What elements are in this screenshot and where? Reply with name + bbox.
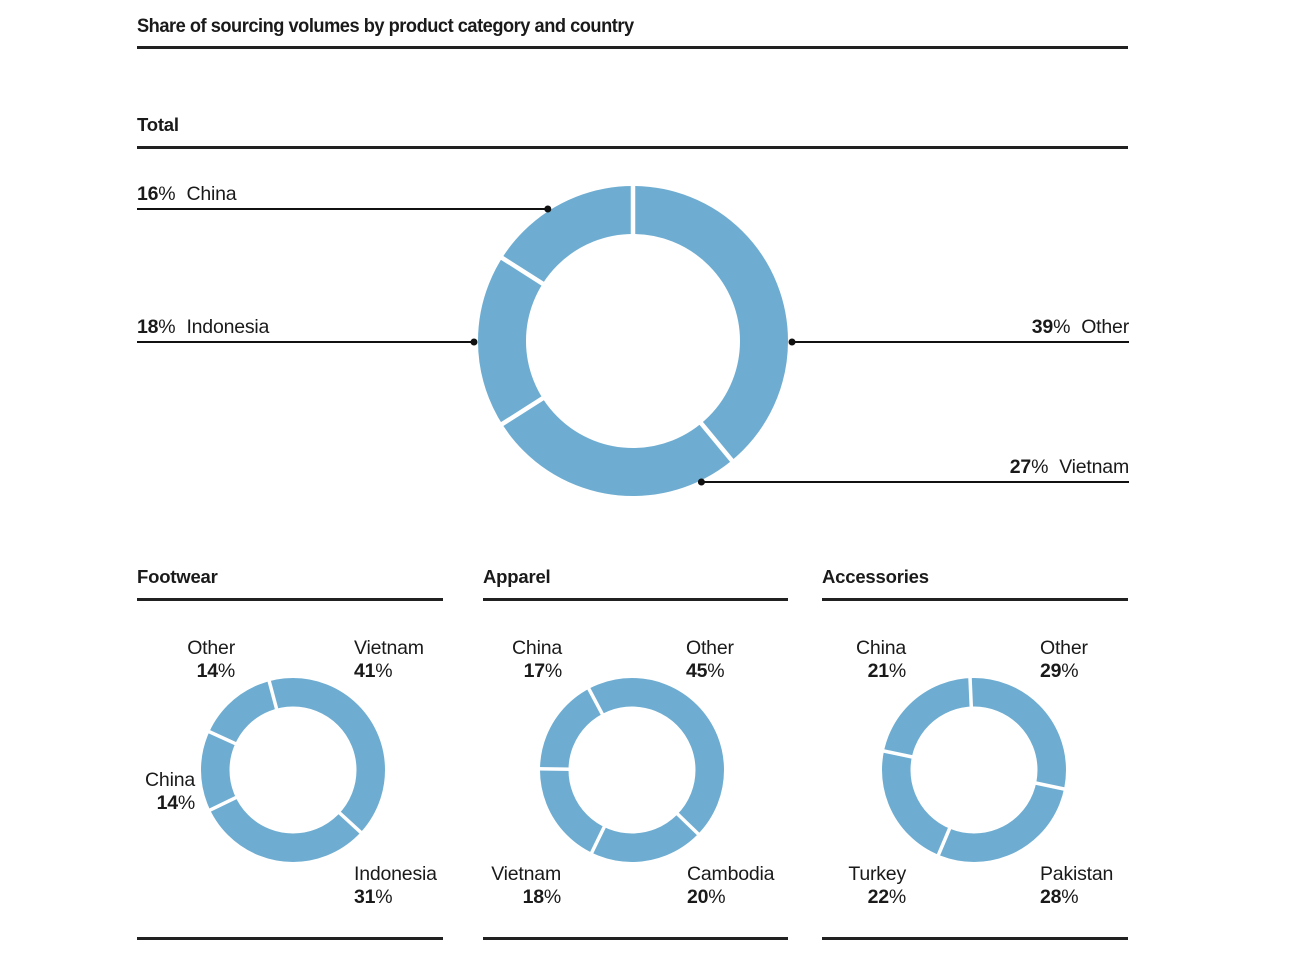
section-header-total: Total [137, 114, 179, 135]
section-bottom-rule-accessories [822, 937, 1128, 940]
donut-chart-footwear [201, 677, 385, 862]
slice-separator [588, 823, 608, 857]
section-rule-footwear [137, 598, 443, 601]
leader-dot-indonesia [470, 338, 478, 346]
slice-separator [935, 825, 953, 859]
donut-ring-footwear [201, 678, 385, 862]
section-bottom-rule-footwear [137, 937, 443, 940]
section-header-footwear: Footwear [137, 566, 218, 587]
slice-separator [498, 254, 547, 288]
section-rule-accessories [822, 598, 1128, 601]
slice-separator [536, 766, 572, 771]
slice-separator [968, 675, 974, 710]
slice-separator [206, 794, 240, 813]
section-header-accessories: Accessories [822, 566, 929, 587]
slice-separator [697, 419, 736, 465]
slice-separator [674, 810, 702, 838]
donut-chart-apparel [536, 678, 724, 862]
slice-separator [336, 809, 365, 836]
section-bottom-rule-apparel [483, 937, 788, 940]
section-rule-apparel [483, 598, 788, 601]
slice-separator [266, 677, 279, 713]
donut-chart-accessories [880, 675, 1068, 862]
donut-chart-total [478, 183, 788, 496]
leader-dot-other [788, 338, 796, 346]
slice-separator [1032, 780, 1068, 792]
section-rule-total [137, 146, 1128, 149]
section-header-apparel: Apparel [483, 566, 551, 587]
leader-dot-china [544, 205, 552, 213]
leader-dot-vietnam [697, 478, 705, 486]
slice-separator [498, 394, 547, 428]
slice-separator [585, 685, 606, 718]
title-rule [137, 46, 1128, 49]
slice-separator [205, 728, 239, 747]
page-title: Share of sourcing volumes by product cat… [137, 16, 634, 37]
donut-ring-accessories [882, 678, 1066, 862]
slice-separator [880, 748, 916, 760]
donut-ring-total [478, 186, 788, 496]
